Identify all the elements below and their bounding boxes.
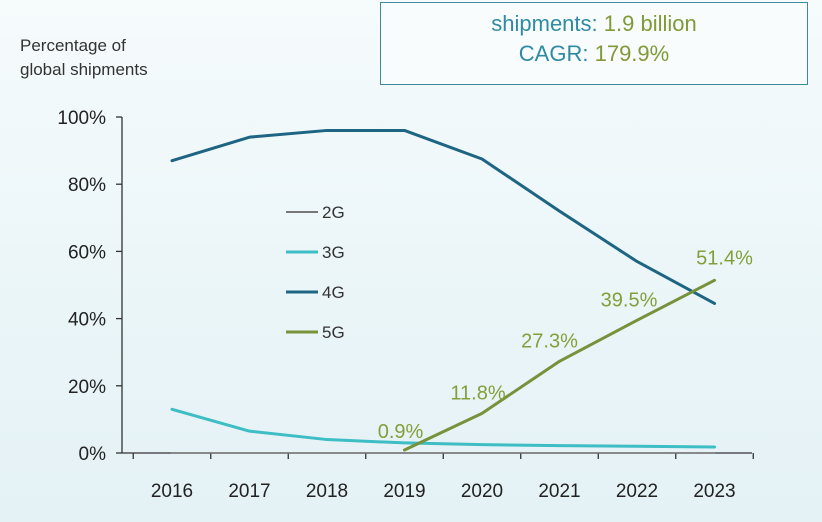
cagr-value: 179.9%: [594, 41, 670, 66]
y-tick-label: 100%: [57, 108, 106, 129]
y-tick-label: 40%: [68, 310, 106, 331]
x-tick-label: 2019: [383, 481, 425, 502]
y-tick-label: 0%: [79, 444, 107, 465]
legend-label-4g: 4G: [322, 283, 345, 302]
y-tick-label: 20%: [68, 377, 106, 398]
series-line-4g: [170, 128, 716, 305]
x-tick-label: 2021: [538, 481, 580, 502]
series-line-5g: [403, 278, 716, 452]
shipments-info-box: shipments: 1.9 billion CAGR: 179.9%: [380, 2, 808, 85]
shipments-line: shipments: 1.9 billion: [381, 10, 807, 38]
series-line-3g: [170, 407, 716, 449]
cagr-line: CAGR: 179.9%: [381, 40, 807, 68]
x-tick-label: 2017: [228, 481, 270, 502]
data-label: 0.9%: [378, 421, 424, 443]
y-tick-label: 60%: [68, 242, 106, 263]
y-tick-label: 80%: [68, 175, 106, 196]
x-tick-label: 2016: [151, 481, 193, 502]
data-label: 11.8%: [450, 382, 505, 404]
data-label: 51.4%: [696, 247, 753, 269]
data-label: 39.5%: [601, 289, 658, 311]
x-tick-label: 2022: [616, 481, 658, 502]
shipments-value: 1.9 billion: [603, 11, 697, 36]
y-axis-title-line2: global shipments: [20, 60, 148, 79]
cagr-label: CAGR:: [518, 41, 589, 66]
legend-label-3g: 3G: [322, 243, 345, 262]
shipments-label: shipments:: [491, 11, 598, 36]
legend-label-2g: 2G: [322, 203, 345, 222]
y-axis-title-line1: Percentage of: [20, 36, 126, 55]
x-tick-label: 2018: [306, 481, 348, 502]
x-tick-label: 2023: [693, 481, 735, 502]
data-label: 27.3%: [521, 330, 578, 352]
x-tick-label: 2020: [461, 481, 503, 502]
legend-label-5g: 5G: [322, 323, 345, 342]
y-axis-title: Percentage of global shipments: [20, 34, 148, 82]
